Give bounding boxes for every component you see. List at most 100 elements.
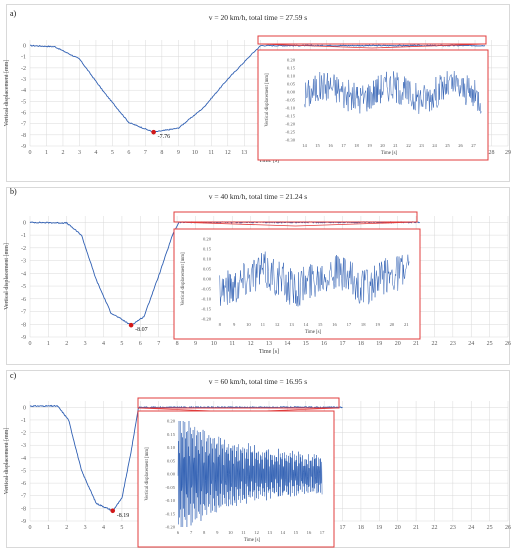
y-tick-label: -6	[21, 297, 26, 303]
inset-y-tick-label: -0.20	[201, 317, 211, 322]
inset-y-tick-label: -0.20	[285, 122, 295, 127]
y-tick-label: -2	[21, 431, 26, 437]
y-tick-label: -2	[21, 66, 26, 72]
inset-x-tick-label: 17	[341, 143, 346, 148]
inset-y-tick-label: 0.15	[167, 432, 176, 437]
zoom-connector	[257, 43, 487, 49]
x-tick-label: 14	[284, 341, 290, 347]
inset-y-tick-label: 0.20	[203, 237, 212, 242]
x-tick-label: 4	[102, 525, 105, 531]
x-tick-label: 21	[413, 525, 419, 531]
x-tick-label: 10	[192, 150, 198, 156]
inset-y-tick-label: -0.25	[285, 130, 295, 135]
y-tick-label: -4	[21, 456, 26, 462]
inset-x-tick-label: 14	[280, 530, 285, 535]
x-tick-label: 7	[157, 341, 160, 347]
inset-x-tick-label: 12	[254, 530, 259, 535]
x-tick-label: 18	[358, 341, 364, 347]
inset-y-tick-label: -0.05	[165, 485, 175, 490]
x-tick-label: 6	[139, 341, 142, 347]
y-tick-label: -7	[21, 310, 26, 316]
panel-label: b)	[10, 187, 17, 196]
x-tick-label: 24	[468, 341, 474, 347]
y-tick-label: -1	[21, 55, 26, 61]
x-tick-label: 17	[340, 341, 346, 347]
chart-title: v = 40 km/h, total time = 21.24 s	[209, 192, 308, 201]
inset-x-tick-label: 6	[177, 530, 180, 535]
inset-y-axis-label: Vertical displacement [mm]	[265, 73, 270, 127]
inset-x-tick-label: 11	[241, 530, 246, 535]
x-tick-label: 23	[450, 525, 456, 531]
zoom-connector	[173, 221, 418, 227]
min-point-marker	[128, 322, 134, 328]
y-tick-label: -8	[21, 133, 26, 139]
y-tick-label: -5	[21, 99, 26, 105]
inset-y-tick-label: -0.15	[201, 307, 211, 312]
inset-signal-line	[177, 420, 323, 528]
inset-y-tick-label: 0.00	[167, 472, 176, 477]
inset-y-tick-label: 0.10	[287, 74, 296, 79]
x-tick-label: 16	[321, 341, 327, 347]
chart-panel-b: b) v = 40 km/h, total time = 21.24 s 0 -1 -2…	[0, 187, 516, 365]
inset-x-tick-label: 16	[307, 530, 312, 535]
y-axis-label: Vertical displacement [mm]	[4, 428, 10, 495]
x-tick-label: 22	[431, 525, 437, 531]
x-tick-label: 18	[358, 525, 364, 531]
inset-x-tick-label: 26	[458, 143, 463, 148]
chart-a: a) v = 20 km/h, total time = 27.59 s 0 -1 -2…	[4, 9, 511, 164]
inset-y-tick-label: 0.00	[203, 277, 212, 282]
inset-x-tick-label: 8	[203, 530, 206, 535]
x-tick-label: 19	[376, 525, 382, 531]
inset-y-tick-label: -0.10	[285, 106, 295, 111]
x-tick-label: 4	[94, 150, 97, 156]
y-tick-label: -7	[21, 122, 26, 128]
inset-x-tick-label: 15	[318, 322, 323, 327]
inset-x-tick-label: 10	[228, 530, 233, 535]
x-tick-label: 2	[65, 341, 68, 347]
inset-x-tick-label: 11	[261, 322, 266, 327]
x-tick-label: 8	[176, 341, 179, 347]
x-tick-label: 0	[29, 341, 32, 347]
y-tick-label: -3	[21, 443, 26, 449]
x-tick-label: 12	[248, 341, 254, 347]
inset-x-tick-label: 18	[361, 322, 366, 327]
inset-x-tick-label: 17	[320, 530, 325, 535]
y-tick-label: 0	[23, 405, 26, 411]
x-tick-label: 20	[395, 525, 401, 531]
x-tick-label: 17	[340, 525, 346, 531]
y-tick-label: -4	[21, 88, 26, 94]
x-tick-label: 9	[177, 150, 180, 156]
x-tick-label: 20	[395, 341, 401, 347]
y-tick-label: -5	[21, 284, 26, 290]
x-tick-label: 1	[45, 150, 48, 156]
chart-title: v = 20 km/h, total time = 27.59 s	[209, 13, 308, 22]
x-tick-label: 10	[211, 341, 217, 347]
x-tick-label: 6	[127, 150, 130, 156]
inset-y-tick-label: 0.05	[167, 458, 176, 463]
x-tick-label: 13	[241, 150, 247, 156]
inset-y-tick-label: -0.05	[285, 98, 295, 103]
x-tick-label: 29	[505, 150, 511, 156]
inset-x-tick-label: 21	[393, 143, 398, 148]
inset-y-tick-label: 0.10	[167, 445, 176, 450]
y-tick-label: -6	[21, 111, 26, 117]
min-point-marker	[151, 129, 156, 135]
inset-signal-line	[219, 251, 410, 307]
y-tick-label: -1	[21, 233, 26, 239]
x-tick-label: 7	[144, 150, 147, 156]
x-tick-label: 5	[120, 341, 123, 347]
y-tick-label: -1	[21, 418, 26, 424]
inset-y-tick-label: 0.20	[287, 58, 296, 63]
chart-c: c) v = 60 km/h, total time = 16.95 s 0 -1 -2…	[4, 371, 511, 548]
x-tick-label: 8	[160, 150, 163, 156]
y-tick-label: -9	[21, 335, 26, 341]
x-tick-label: 23	[450, 341, 456, 347]
inset-x-tick-label: 15	[294, 530, 299, 535]
inset-x-tick-label: 17	[347, 322, 352, 327]
inset-y-tick-label: -0.10	[165, 498, 175, 503]
inset-x-axis-label: Time [s]	[381, 151, 398, 156]
inset-y-tick-label: 0.00	[287, 90, 296, 95]
chart-b: b) v = 40 km/h, total time = 21.24 s 0 -1 -2…	[4, 187, 511, 355]
inset-y-tick-label: -0.10	[201, 297, 211, 302]
x-tick-label: 4	[102, 341, 105, 347]
